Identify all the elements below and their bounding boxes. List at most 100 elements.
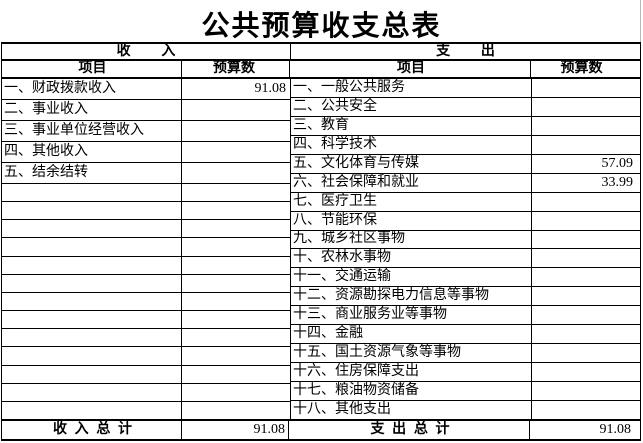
table-row: 一、一般公共服务 [291,79,640,98]
expenditure-value-cell[interactable] [532,325,640,343]
expenditure-item-cell[interactable]: 五、文化体育与传媒 [291,154,532,173]
empty-cell[interactable] [2,256,182,274]
expenditure-value-cell[interactable] [532,382,640,400]
table-row: 一、财政拨款收入 91.08 [2,79,290,100]
expenditure-item-cell[interactable]: 十一、交通运输 [291,268,532,287]
revenue-item-cell[interactable]: 五、结余结转 [2,163,182,183]
empty-cell[interactable] [182,366,289,383]
expenditure-value-cell[interactable] [532,344,640,362]
expenditure-value-cell[interactable] [532,117,640,135]
expenditure-item-column-header[interactable]: 项目 [290,61,531,77]
table-row: 十三、商业服务业等事物 [291,306,640,326]
expenditure-item-cell[interactable]: 十、农林水事物 [291,249,532,268]
table-row [2,365,290,384]
empty-cell[interactable] [182,202,289,219]
empty-cell[interactable] [2,238,182,256]
expenditure-value-cell[interactable] [532,79,640,97]
revenue-budget-column-header[interactable]: 预算数 [182,61,290,77]
empty-cell[interactable] [2,184,182,202]
active-cell[interactable] [532,193,640,211]
expenditure-item-cell[interactable]: 十三、商业服务业等事物 [291,306,532,325]
table-row: 二、事业收入 [2,100,290,121]
empty-cell[interactable] [2,383,182,401]
expenditure-value-cell[interactable] [532,363,640,381]
expenditure-value-cell[interactable] [532,287,640,305]
expenditure-item-cell[interactable]: 六、社会保障和就业 [291,173,532,192]
revenue-value-cell[interactable] [182,142,289,162]
expenditure-item-cell[interactable]: 八、节能环保 [291,211,532,230]
page-title: 公共预算收支总表 [201,11,442,42]
empty-cell[interactable] [182,275,289,292]
revenue-value-cell[interactable] [182,121,289,141]
revenue-value-cell[interactable] [182,163,289,183]
expenditure-item-cell[interactable]: 十五、国土资源气象等事物 [291,344,532,363]
expenditure-section-header[interactable]: 支出 [291,44,640,59]
expenditure-item-cell[interactable]: 十七、粮油物资储备 [291,382,532,400]
expenditure-value-cell[interactable] [532,98,640,116]
expenditure-item-cell[interactable]: 十八、其他支出 [291,400,532,419]
table-row: 八、节能环保 [291,211,640,231]
table-row [2,311,290,330]
expenditure-item-cell[interactable]: 十二、资源勘探电力信息等事物 [291,287,532,306]
empty-cell[interactable] [182,329,289,346]
empty-cell[interactable] [2,347,182,365]
table-row [2,292,290,312]
expenditure-item-cell[interactable]: 九、城乡社区事物 [291,230,532,249]
empty-cell[interactable] [2,311,182,329]
table-row [2,274,290,293]
table-row [2,329,290,348]
expenditure-value-cell[interactable]: 33.99 [601,174,634,190]
revenue-section-label: 收入 [116,44,207,59]
expenditure-total-label-cell[interactable]: 支出总计 [289,421,530,439]
empty-cell[interactable] [182,384,289,401]
expenditure-value-cell[interactable] [532,249,640,267]
empty-cell[interactable] [2,365,182,383]
expenditure-item-cell[interactable]: 一、一般公共服务 [291,79,532,97]
table-row [2,238,290,257]
expenditure-item-cell[interactable]: 四、科学技术 [291,135,532,154]
empty-cell[interactable] [182,293,289,310]
revenue-total-value-cell[interactable]: 91.08 [182,421,289,439]
expenditure-value-cell[interactable] [532,306,640,324]
empty-cell[interactable] [182,238,289,255]
empty-cell[interactable] [182,184,289,201]
totals-row: 收入总计 91.08 支出总计 91.08 [2,419,640,439]
revenue-item-cell[interactable]: 四、其他收入 [2,142,182,162]
empty-cell[interactable] [2,401,182,420]
expenditure-item-cell[interactable]: 二、公共安全 [291,97,532,116]
revenue-section-header[interactable]: 收入 [2,44,291,59]
empty-cell[interactable] [182,347,289,364]
empty-cell[interactable] [182,220,289,237]
expenditure-item-cell[interactable]: 十四、金融 [291,325,532,344]
table-row: 五、结余结转 [2,163,290,184]
revenue-value-cell[interactable] [182,100,289,120]
table-row: 六、社会保障和就业 33.99 [291,173,640,193]
expenditure-value-cell[interactable] [532,401,640,419]
empty-cell[interactable] [182,257,289,274]
empty-cell[interactable] [2,292,182,311]
expenditure-item-cell[interactable]: 十六、住房保障支出 [291,363,532,381]
revenue-item-cell[interactable]: 一、财政拨款收入 [2,79,182,99]
revenue-item-cell[interactable]: 三、事业单位经营收入 [2,121,182,141]
expenditure-value-cell[interactable] [532,212,640,230]
empty-cell[interactable] [2,202,182,220]
expenditure-value-cell[interactable]: 57.09 [601,155,634,171]
empty-cell[interactable] [182,311,289,328]
revenue-value-cell[interactable]: 91.08 [254,81,287,96]
expenditure-budget-column-header[interactable]: 预算数 [560,61,603,76]
empty-cell[interactable] [2,329,182,347]
expenditure-value-cell[interactable] [532,136,640,154]
table-row: 十六、住房保障支出 [291,363,640,382]
expenditure-item-cell[interactable]: 七、医疗卫生 [291,192,532,211]
expenditure-item-cell[interactable]: 三、教育 [291,116,532,135]
expenditure-value-cell[interactable] [532,231,640,249]
expenditure-value-cell[interactable] [532,268,640,286]
revenue-item-column-header[interactable]: 项目 [2,61,182,77]
table-row [2,184,290,203]
empty-cell[interactable] [2,220,182,238]
empty-cell[interactable] [2,274,182,292]
revenue-item-cell[interactable]: 二、事业收入 [2,100,182,120]
revenue-total-label-cell[interactable]: 收入总计 [2,421,182,439]
empty-cell[interactable] [182,402,289,419]
expenditure-total-value-cell[interactable]: 91.08 [599,422,632,437]
